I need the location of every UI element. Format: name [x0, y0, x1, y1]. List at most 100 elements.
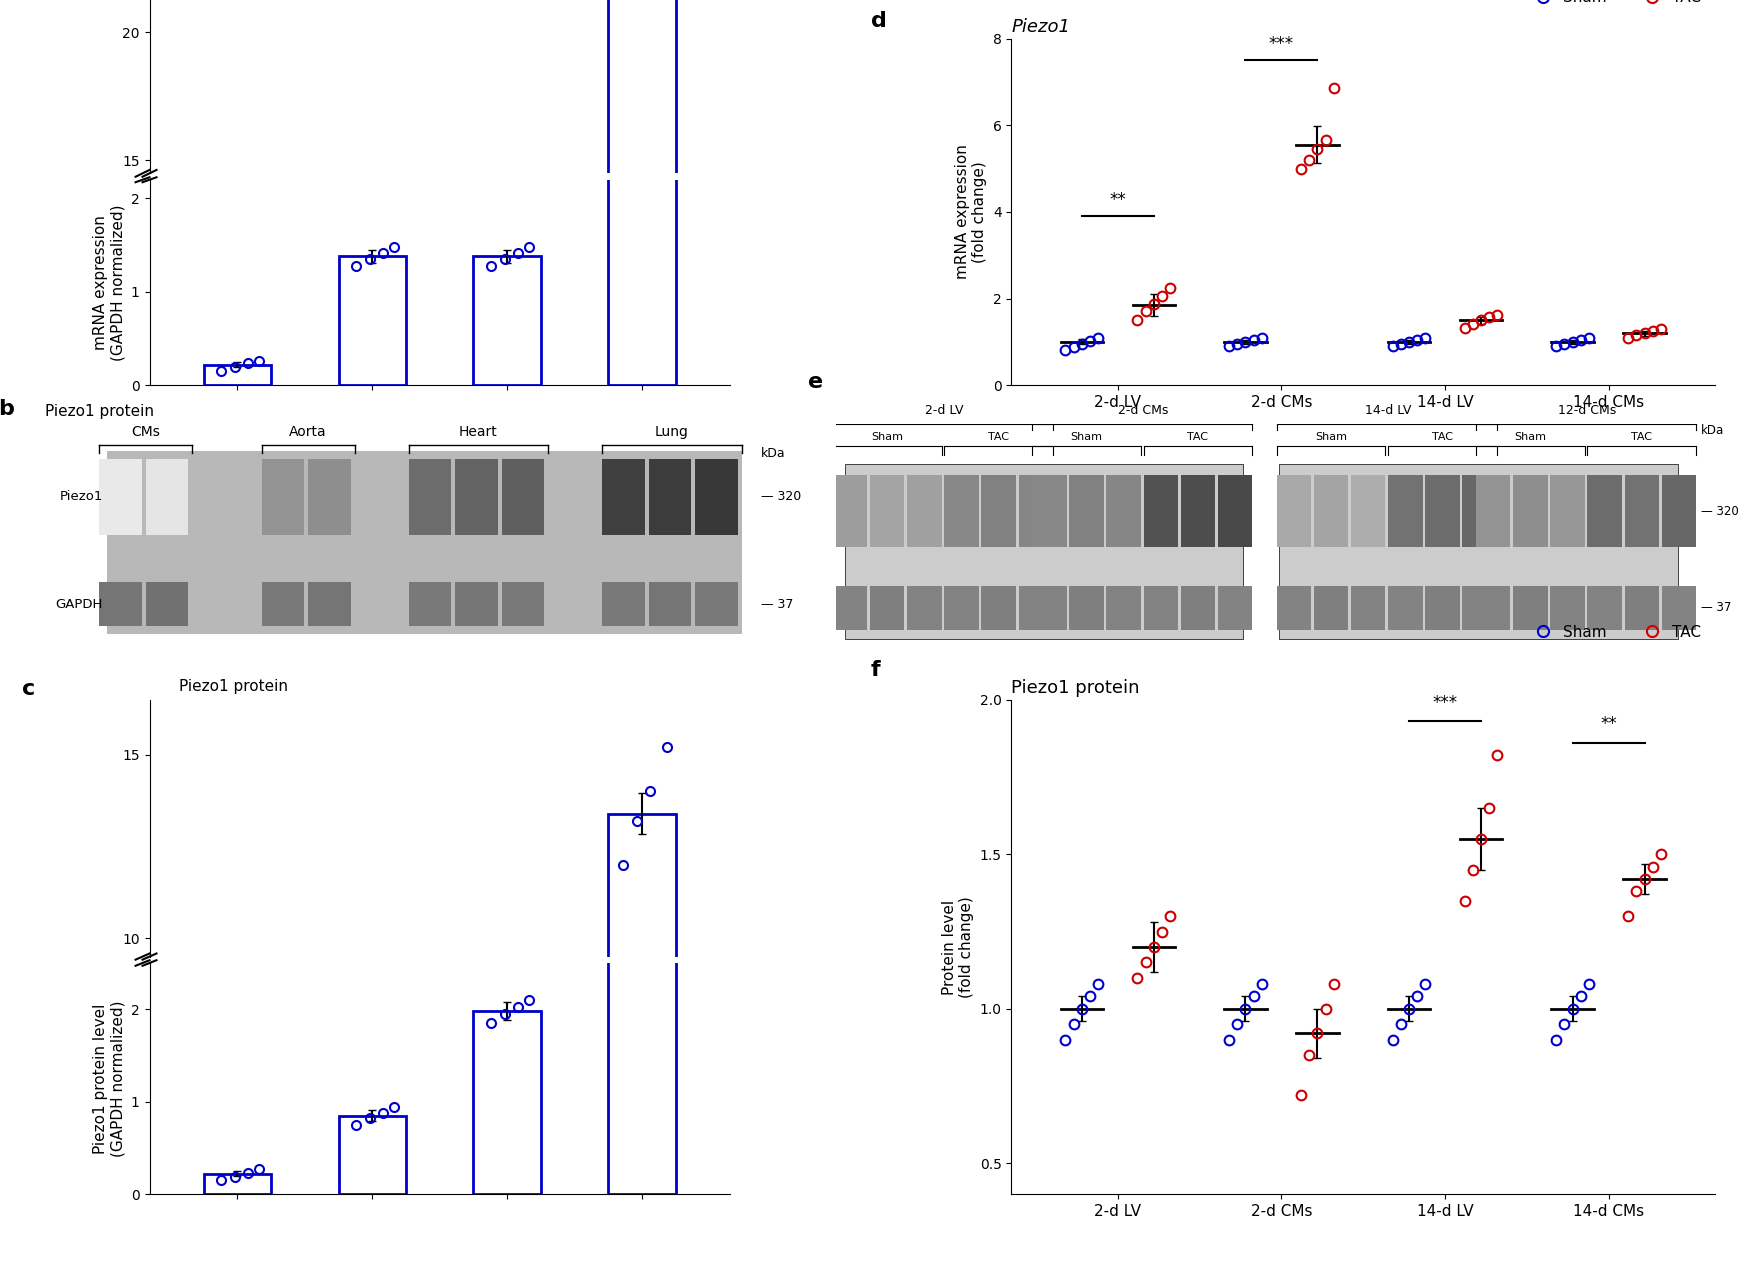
- FancyBboxPatch shape: [1314, 475, 1347, 547]
- FancyBboxPatch shape: [602, 458, 646, 534]
- FancyBboxPatch shape: [99, 583, 142, 627]
- FancyBboxPatch shape: [945, 586, 978, 630]
- FancyBboxPatch shape: [1425, 475, 1460, 547]
- FancyBboxPatch shape: [1180, 586, 1215, 630]
- FancyBboxPatch shape: [945, 475, 978, 547]
- FancyBboxPatch shape: [602, 583, 646, 627]
- Text: f: f: [871, 660, 880, 681]
- FancyBboxPatch shape: [1277, 586, 1310, 630]
- FancyBboxPatch shape: [1662, 475, 1696, 547]
- Text: Aorta: Aorta: [290, 425, 327, 439]
- Text: Piezo1 protein: Piezo1 protein: [46, 404, 155, 419]
- Bar: [338, 257, 406, 385]
- FancyBboxPatch shape: [832, 586, 867, 630]
- Bar: [204, 365, 271, 385]
- Y-axis label: Piezo1 protein level
(GAPDH normalized): Piezo1 protein level (GAPDH normalized): [93, 1000, 125, 1157]
- FancyBboxPatch shape: [1351, 586, 1386, 630]
- Text: 2-d LV: 2-d LV: [925, 404, 964, 417]
- FancyBboxPatch shape: [1513, 475, 1548, 547]
- FancyBboxPatch shape: [1279, 465, 1678, 639]
- Text: TAC: TAC: [1187, 431, 1208, 442]
- FancyBboxPatch shape: [308, 458, 350, 534]
- Text: **: **: [1601, 715, 1617, 733]
- Text: c: c: [21, 679, 35, 700]
- FancyBboxPatch shape: [695, 583, 737, 627]
- FancyBboxPatch shape: [1143, 586, 1179, 630]
- Bar: [609, 0, 675, 546]
- FancyBboxPatch shape: [501, 458, 544, 534]
- Y-axis label: mRNA expression
(fold change): mRNA expression (fold change): [955, 144, 987, 280]
- FancyBboxPatch shape: [1018, 475, 1054, 547]
- Text: Sham: Sham: [1071, 431, 1103, 442]
- Y-axis label: Protein level
(fold change): Protein level (fold change): [941, 896, 974, 998]
- FancyBboxPatch shape: [146, 458, 188, 534]
- FancyBboxPatch shape: [832, 475, 867, 547]
- FancyBboxPatch shape: [1180, 475, 1215, 547]
- Text: — 37: — 37: [762, 597, 793, 611]
- Bar: [204, 541, 271, 546]
- FancyBboxPatch shape: [871, 475, 904, 547]
- FancyBboxPatch shape: [1462, 586, 1497, 630]
- Bar: [473, 1233, 542, 1284]
- FancyBboxPatch shape: [844, 465, 1244, 639]
- FancyBboxPatch shape: [982, 586, 1015, 630]
- FancyBboxPatch shape: [408, 583, 452, 627]
- FancyBboxPatch shape: [649, 583, 691, 627]
- Text: kDa: kDa: [762, 447, 786, 460]
- FancyBboxPatch shape: [1106, 586, 1142, 630]
- FancyBboxPatch shape: [1587, 475, 1622, 547]
- Text: ***: ***: [1432, 693, 1458, 711]
- Text: 12-d CMs: 12-d CMs: [1558, 404, 1617, 417]
- Bar: [338, 1274, 406, 1284]
- Text: Piezo1: Piezo1: [1011, 18, 1071, 36]
- FancyBboxPatch shape: [1587, 586, 1622, 630]
- FancyBboxPatch shape: [1662, 586, 1696, 630]
- FancyBboxPatch shape: [1388, 475, 1423, 547]
- Text: CMs: CMs: [132, 425, 160, 439]
- Text: TAC: TAC: [1432, 431, 1453, 442]
- FancyBboxPatch shape: [1351, 475, 1386, 547]
- Text: d: d: [871, 10, 887, 31]
- Bar: [473, 510, 542, 546]
- FancyBboxPatch shape: [649, 458, 691, 534]
- FancyBboxPatch shape: [1033, 586, 1066, 630]
- FancyBboxPatch shape: [1033, 475, 1066, 547]
- FancyBboxPatch shape: [871, 586, 904, 630]
- FancyBboxPatch shape: [908, 475, 941, 547]
- FancyBboxPatch shape: [1069, 586, 1103, 630]
- FancyBboxPatch shape: [408, 458, 452, 534]
- FancyBboxPatch shape: [1217, 475, 1252, 547]
- FancyBboxPatch shape: [262, 583, 304, 627]
- FancyBboxPatch shape: [1106, 475, 1142, 547]
- Text: **: **: [1110, 191, 1126, 209]
- FancyBboxPatch shape: [1425, 586, 1460, 630]
- Bar: [204, 1174, 271, 1194]
- Text: Sham: Sham: [871, 431, 902, 442]
- FancyBboxPatch shape: [1462, 475, 1497, 547]
- FancyBboxPatch shape: [1388, 586, 1423, 630]
- Text: TAC: TAC: [989, 431, 1010, 442]
- Text: Piezo1 protein: Piezo1 protein: [1011, 679, 1140, 697]
- FancyBboxPatch shape: [308, 583, 350, 627]
- Text: Heart: Heart: [459, 425, 498, 439]
- Text: — 320: — 320: [1701, 505, 1738, 517]
- Text: Lung: Lung: [654, 425, 690, 439]
- FancyBboxPatch shape: [1018, 586, 1054, 630]
- Legend: Sham, TAC: Sham, TAC: [1522, 619, 1708, 646]
- FancyBboxPatch shape: [1476, 586, 1511, 630]
- FancyBboxPatch shape: [1277, 475, 1310, 547]
- Text: Sham: Sham: [1514, 431, 1546, 442]
- Legend: Sham, TAC: Sham, TAC: [1522, 0, 1708, 12]
- FancyBboxPatch shape: [1476, 475, 1511, 547]
- Text: ***: ***: [1268, 35, 1295, 53]
- Text: 14-d LV: 14-d LV: [1365, 404, 1411, 417]
- Text: Sham: Sham: [1316, 431, 1347, 442]
- FancyBboxPatch shape: [1143, 475, 1179, 547]
- FancyBboxPatch shape: [695, 458, 737, 534]
- Bar: [338, 510, 406, 546]
- FancyBboxPatch shape: [1217, 586, 1252, 630]
- Text: Piezo1: Piezo1: [60, 490, 104, 503]
- Text: b: b: [0, 399, 14, 419]
- FancyBboxPatch shape: [99, 458, 142, 534]
- FancyBboxPatch shape: [262, 458, 304, 534]
